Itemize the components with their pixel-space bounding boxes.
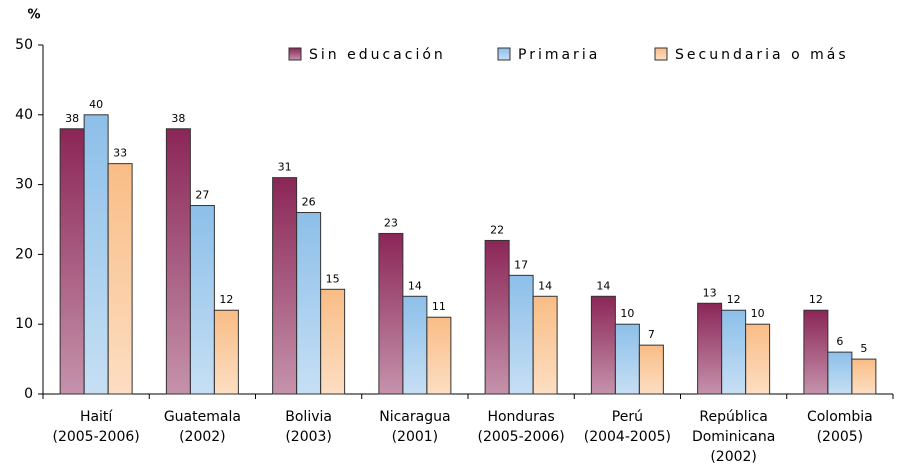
value-label: 13: [703, 286, 717, 299]
value-label: 22: [490, 223, 504, 236]
legend-label: Secundaria o más: [675, 47, 849, 63]
y-tick-label: 20: [15, 246, 33, 262]
bar: [272, 177, 298, 395]
bar: [189, 205, 215, 395]
value-label: 5: [860, 342, 867, 355]
bar: [296, 212, 322, 395]
y-tick-label: 50: [15, 37, 33, 53]
bar: [165, 128, 191, 395]
y-tick-label: 30: [15, 177, 33, 193]
x-tick-label: (2005): [817, 429, 864, 445]
x-tick-label: Haití: [80, 409, 113, 425]
bar: [320, 288, 346, 395]
x-tick-label: (2005-2006): [478, 429, 565, 445]
bar: [402, 295, 428, 395]
value-label: 14: [408, 279, 422, 292]
x-tick-label: República: [699, 409, 767, 425]
x-tick-label: (2002): [179, 429, 226, 445]
value-label: 26: [302, 196, 316, 209]
y-axis-label: %: [27, 8, 40, 23]
bar: [745, 323, 771, 395]
bar: [697, 302, 723, 395]
value-label: 38: [65, 112, 79, 125]
bar: [426, 316, 452, 395]
x-tick-label: Guatemala: [164, 409, 241, 425]
value-label: 7: [648, 328, 655, 341]
value-label: 27: [195, 189, 209, 202]
x-tick-label: (2003): [285, 429, 332, 445]
bar: [484, 239, 510, 395]
x-tick-label: Perú: [612, 409, 643, 425]
value-label: 23: [384, 216, 398, 229]
bar: [851, 358, 877, 395]
value-label: 11: [432, 300, 446, 313]
value-label: 14: [596, 279, 610, 292]
value-label: 31: [278, 161, 292, 174]
value-label: 12: [727, 293, 741, 306]
value-label: 17: [514, 258, 528, 271]
bar: [378, 232, 404, 395]
value-label: 10: [751, 307, 765, 320]
bar: [638, 344, 664, 395]
bar: [590, 295, 616, 395]
legend-swatch: [497, 47, 511, 61]
value-label: 10: [620, 307, 634, 320]
legend-swatch: [288, 47, 302, 61]
y-tick-label: 40: [15, 107, 33, 123]
x-tick-label: Dominicana: [692, 429, 775, 445]
bar: [721, 309, 747, 395]
bar: [83, 114, 109, 395]
bar: [827, 351, 853, 395]
bar: [107, 163, 133, 395]
x-tick-label: Honduras: [487, 409, 554, 425]
value-label: 33: [113, 147, 127, 160]
value-label: 38: [171, 112, 185, 125]
legend-swatch: [654, 47, 668, 61]
x-tick-label: (2001): [392, 429, 439, 445]
x-tick-label: (2005-2006): [53, 429, 140, 445]
bar: [614, 323, 640, 395]
bar: [213, 309, 239, 395]
legend-label: Sin educación: [309, 47, 446, 63]
x-tick-label: Nicaragua: [379, 409, 450, 425]
value-label: 15: [326, 272, 340, 285]
legend-label: Primaria: [518, 47, 600, 63]
y-tick-label: 0: [24, 386, 33, 402]
bar: [532, 295, 558, 395]
value-label: 12: [219, 293, 233, 306]
bar: [803, 309, 829, 395]
x-tick-label: (2002): [710, 449, 757, 465]
value-label: 6: [836, 335, 843, 348]
value-label: 40: [89, 98, 103, 111]
value-label: 12: [809, 293, 823, 306]
x-tick-label: Colombia: [807, 409, 873, 425]
y-tick-label: 10: [15, 316, 33, 332]
x-tick-label: Bolivia: [285, 409, 332, 425]
x-tick-label: (2004-2005): [584, 429, 671, 445]
value-label: 14: [538, 279, 552, 292]
bar: [59, 128, 85, 395]
bar: [508, 274, 534, 395]
